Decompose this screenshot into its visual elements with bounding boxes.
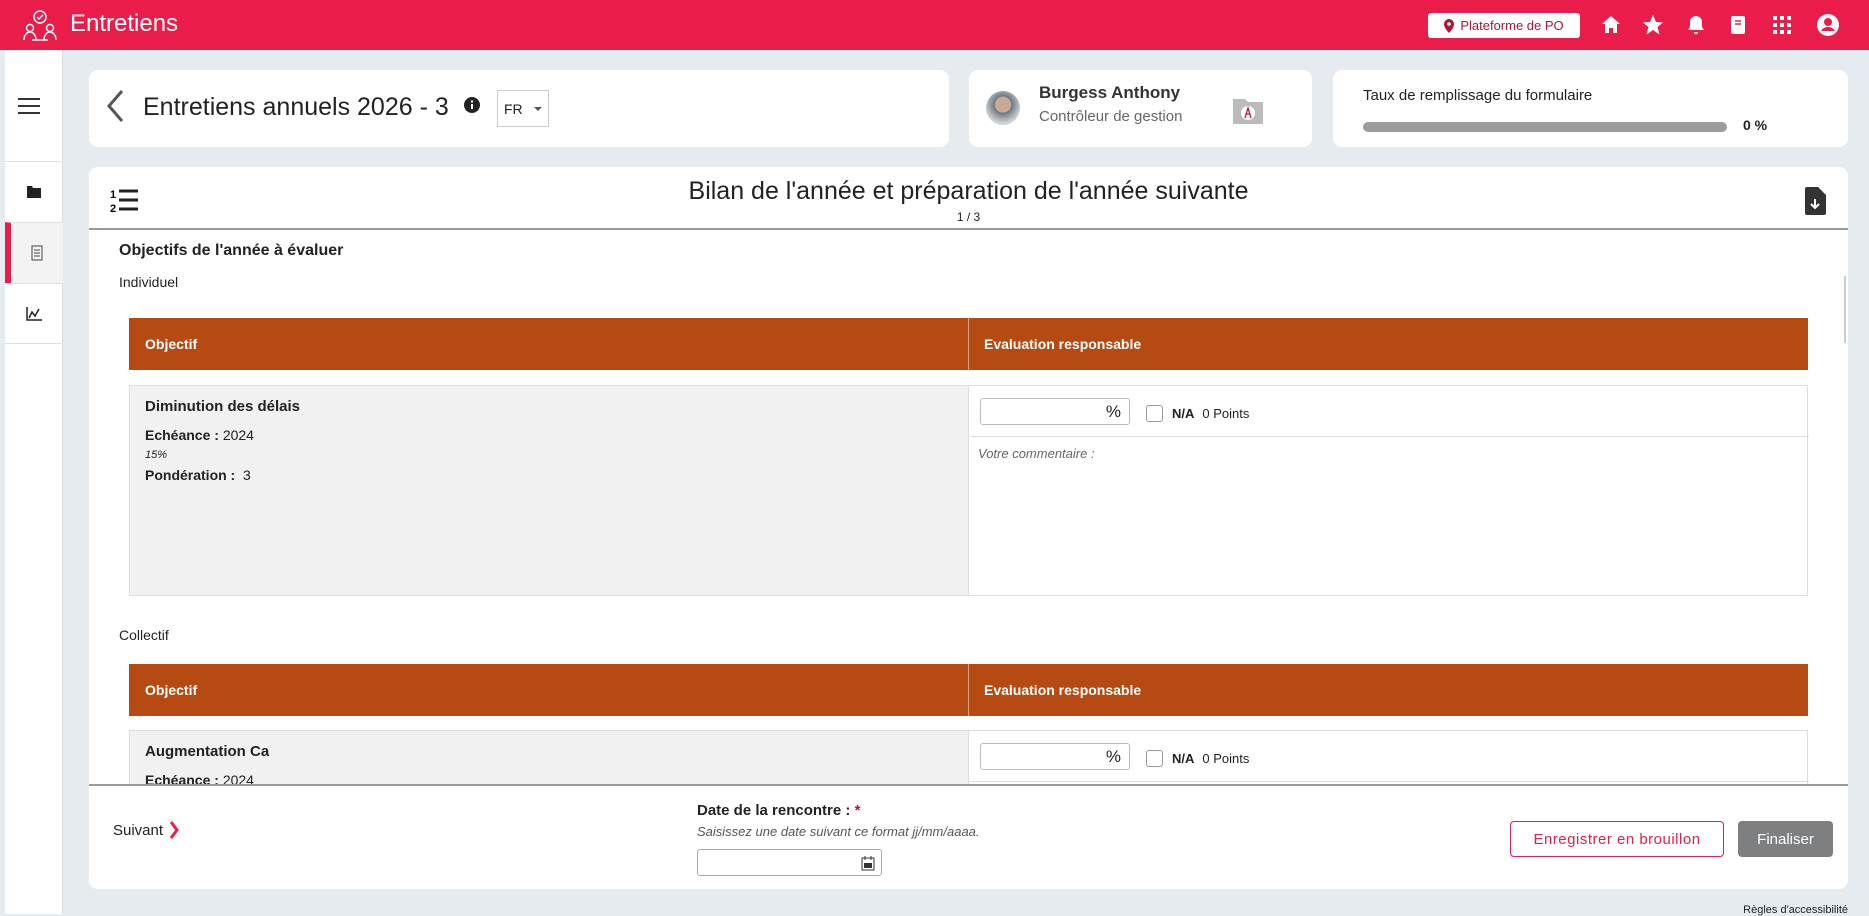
objective-name: Augmentation Ca [145,743,270,760]
calendar-icon[interactable] [861,855,875,871]
app-title: Entretiens [70,10,179,37]
section-title: Bilan de l'année et préparation de l'ann… [688,177,1249,205]
progress-value: 0 % [1743,117,1768,133]
avatar [986,91,1020,125]
progress-bar [1363,122,1727,132]
na-checkbox[interactable] [1146,405,1163,422]
points-value: 0 Points [1202,406,1250,421]
accessibility-link[interactable]: Règles d'accessibilité [1743,904,1848,916]
meeting-date-input[interactable] [697,849,882,876]
section-page-indicator: 1 / 3 [956,210,981,224]
objectives-title: Objectifs de l'année à évaluer [119,242,344,259]
na-checkbox[interactable] [1146,750,1163,767]
finalize-button[interactable]: Finaliser [1738,821,1833,857]
date-hint: Saisissez une date suivant ce format jj/… [697,824,980,839]
points-value: 0 Points [1202,751,1250,766]
interview-header-card: Entretiens annuels 2026 - 3 FR [89,70,949,147]
na-label: N/A [1172,406,1195,421]
objective-target: 15% [145,449,168,461]
caret-down-icon [534,107,542,111]
table-row: Augmentation Ca Echéance : 2024 % N/A 0 P… [129,730,1809,784]
sidebar [5,50,63,914]
employee-role: Contrôleur de gestion [1039,108,1183,125]
language-select[interactable]: FR [497,90,549,127]
evaluation-cell: % N/A 0 Points [970,731,1809,784]
svg-text:2: 2 [110,203,116,213]
column-evaluation: Evaluation responsable [984,682,1142,698]
table-row: Diminution des délais Echéance : 2024 15… [129,385,1809,596]
sidebar-item-folder[interactable] [5,161,63,222]
chevron-right-icon [169,821,179,839]
ponderation-value: 3 [243,467,251,483]
apps-grid-icon[interactable] [1770,13,1794,37]
save-draft-button[interactable]: Enregistrer en brouillon [1510,821,1724,857]
page-title: Entretiens annuels 2026 - 3 [143,93,449,121]
percent-unit: % [1105,747,1121,766]
clipboard-icon [31,245,43,261]
percentage-input[interactable]: % [980,398,1130,425]
group-label-individuel: Individuel [119,274,179,290]
svg-text:1: 1 [110,189,116,201]
platform-button[interactable]: Plateforme de PO [1428,13,1580,38]
employee-folder-icon[interactable] [1231,95,1265,125]
comment-textarea[interactable]: Votre commentaire : [978,446,1095,461]
top-bar: Entretiens Plateforme de PO [0,0,1869,50]
employee-name: Burgess Anthony [1039,83,1181,102]
date-label: Date de la rencontre : * [697,802,861,819]
evaluation-cell: % N/A 0 Points [970,386,1809,595]
sidebar-item-stats[interactable] [5,283,63,344]
echeance-label: Echéance : [145,427,219,443]
book-icon[interactable] [1726,13,1750,37]
sidebar-item-form[interactable] [5,222,63,283]
language-value: FR [504,101,523,117]
na-label: N/A [1172,751,1195,766]
column-objective: Objectif [145,682,198,698]
download-pdf-icon[interactable] [1804,187,1826,215]
table-header: Objectif Evaluation responsable [129,664,1808,716]
chart-line-icon [26,306,42,321]
form-footer: Suivant Date de la rencontre : * Saisiss… [89,784,1848,889]
numbered-list-icon[interactable]: 12 [110,187,140,213]
hamburger-menu-icon[interactable] [18,98,40,114]
table-header: Objectif Evaluation responsable [129,318,1808,370]
star-icon[interactable] [1641,13,1665,37]
column-evaluation: Evaluation responsable [984,336,1142,352]
interview-logo-icon [23,10,57,41]
form-scroll-area[interactable]: Objectifs de l'année à évaluer Individue… [89,232,1848,784]
platform-label: Plateforme de PO [1460,18,1564,33]
column-objective: Objectif [145,336,198,352]
user-account-icon[interactable] [1816,13,1840,37]
progress-label: Taux de remplissage du formulaire [1363,87,1593,104]
group-label-collectif: Collectif [119,627,169,643]
echeance-value: 2024 [222,772,254,784]
home-icon[interactable] [1599,13,1623,37]
percent-unit: % [1105,402,1121,421]
required-mark: * [854,802,861,819]
echeance-label: Echéance : [145,772,219,784]
echeance-value: 2024 [222,427,254,443]
objective-cell: Augmentation Ca Echéance : 2024 [130,731,969,784]
next-button[interactable]: Suivant [113,821,179,839]
employee-card: Burgess Anthony Contrôleur de gestion [969,70,1312,147]
folder-icon [27,186,41,198]
back-chevron-icon[interactable] [105,88,125,124]
completion-card: Taux de remplissage du formulaire 0 % [1333,70,1848,147]
percentage-input[interactable]: % [980,743,1130,770]
next-label: Suivant [113,821,164,839]
objective-cell: Diminution des délais Echéance : 2024 15… [130,386,969,595]
scrollbar[interactable] [1844,276,1846,343]
bell-icon[interactable] [1684,13,1708,37]
objective-name: Diminution des délais [145,398,301,415]
info-icon[interactable] [464,97,480,113]
map-pin-icon [1444,18,1455,33]
ponderation-label: Pondération : [145,467,236,483]
